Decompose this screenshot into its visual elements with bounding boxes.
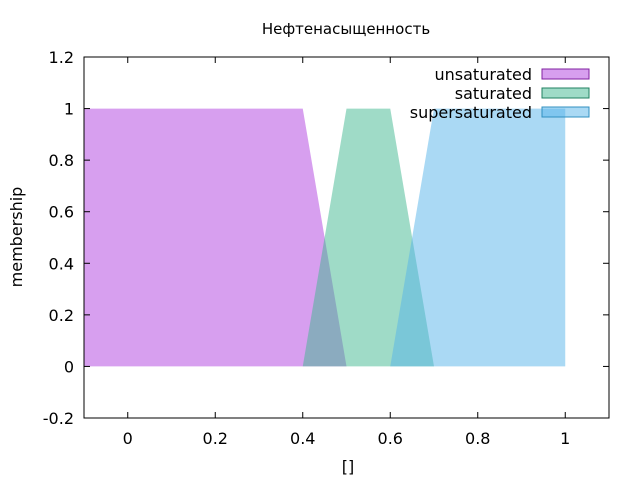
x-tick-label: 0.4: [290, 429, 315, 448]
y-tick-label: 0.4: [49, 254, 74, 273]
series-area-supersaturated: [390, 108, 566, 367]
y-tick-label: 0.2: [49, 306, 74, 325]
x-tick-label: 0.2: [203, 429, 228, 448]
legend-swatch: [541, 87, 590, 99]
legend-label: supersaturated: [410, 103, 532, 122]
chart-title: Нефтенасыщенность: [262, 20, 430, 38]
legend-swatch: [541, 68, 590, 80]
y-tick-label: 0.8: [49, 151, 74, 170]
legend-label: unsaturated: [435, 65, 533, 84]
y-tick-label: 1: [64, 100, 74, 119]
legend-label: saturated: [455, 84, 532, 103]
x-tick-label: 0.6: [378, 429, 403, 448]
y-tick-label: 0.6: [49, 203, 74, 222]
y-axis-label: membership: [7, 187, 26, 288]
series-area-unsaturated: [84, 108, 347, 367]
x-tick-label: 0: [123, 429, 133, 448]
legend-swatch: [541, 106, 590, 118]
y-tick-label: 0: [64, 357, 74, 376]
x-axis-label: []: [342, 457, 354, 476]
plot-frame: [83, 56, 610, 419]
x-tick-label: 0.8: [465, 429, 490, 448]
ticks-layer: 0 0.2 0.4 0.6 0.8 1 -0.2 0 0.2 0.4 0.6 0.8 1 1.2: [43, 48, 609, 448]
series-layer: [84, 108, 566, 367]
y-tick-label: 1.2: [49, 48, 74, 67]
y-tick-label: -0.2: [43, 409, 74, 428]
x-tick-label: 1: [560, 429, 570, 448]
